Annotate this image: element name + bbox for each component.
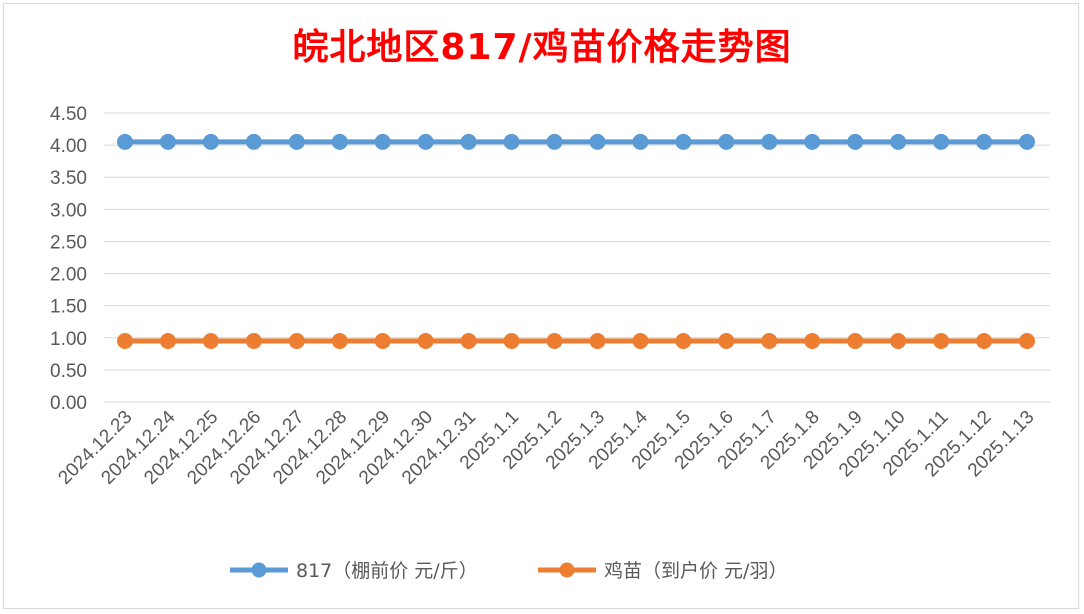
legend-label: 817（棚前价 元/斤） [296,560,478,582]
y-axis-ticks: 0.00 0.50 1.00 1.50 2.00 2.50 3.00 3.50 4.00 4.50 [50,104,87,414]
data-point [847,332,864,349]
y-tick-label: 1.00 [50,329,87,350]
legend-item-2: 鸡苗（到户价 元/羽） [538,560,787,582]
data-point [761,332,778,349]
gridlines [104,112,1050,403]
data-point [890,332,907,349]
data-point [460,332,477,349]
legend: 817（棚前价 元/斤） 鸡苗（到户价 元/羽） [230,560,787,582]
data-point [245,133,262,150]
data-point [933,133,950,150]
data-point [675,332,692,349]
y-tick-label: 0.50 [50,361,87,382]
data-point [632,332,649,349]
data-point [331,332,348,349]
data-point [117,133,133,150]
legend-swatch-marker [559,562,575,578]
data-point [374,332,391,349]
data-point [202,133,219,150]
data-point [804,133,821,150]
data-point [933,332,950,349]
data-point [331,133,348,150]
x-axis-ticks: 2024.12.232024.12.242024.12.252024.12.26… [54,406,1038,488]
y-tick-label: 2.50 [50,232,87,253]
data-point [202,332,219,349]
legend-item-1: 817（棚前价 元/斤） [230,560,478,582]
data-point [117,332,133,349]
legend-swatch-marker [251,562,267,578]
data-point [804,332,821,349]
data-point [245,332,262,349]
data-point [761,133,778,150]
data-point [159,332,176,349]
data-point [503,332,520,349]
data-point [159,133,176,150]
data-point [589,332,606,349]
y-tick-label: 0.00 [50,393,87,414]
data-point [675,133,692,150]
data-point [546,133,563,150]
y-tick-label: 1.50 [50,297,87,318]
series-2 [117,332,1035,349]
data-point [718,133,735,150]
y-tick-label: 3.50 [50,168,87,189]
data-point [374,133,391,150]
series-group [117,133,1035,349]
legend-label: 鸡苗（到户价 元/羽） [604,560,787,582]
data-point [288,332,305,349]
y-tick-label: 4.50 [50,104,87,125]
y-tick-label: 2.00 [50,265,87,286]
data-point [718,332,735,349]
data-point [417,332,434,349]
data-point [976,332,993,349]
data-point [890,133,907,150]
data-point [1019,332,1035,349]
data-point [460,133,477,150]
data-point [546,332,563,349]
y-tick-label: 3.00 [50,200,87,221]
y-tick-label: 4.00 [50,136,87,157]
data-point [632,133,649,150]
data-point [589,133,606,150]
data-point [288,133,305,150]
data-point [503,133,520,150]
data-point [417,133,434,150]
data-point [1019,133,1035,150]
series-1 [117,133,1035,150]
chart-title: 皖北地区817/鸡苗价格走势图 [292,27,792,68]
data-point [976,133,993,150]
data-point [847,133,864,150]
